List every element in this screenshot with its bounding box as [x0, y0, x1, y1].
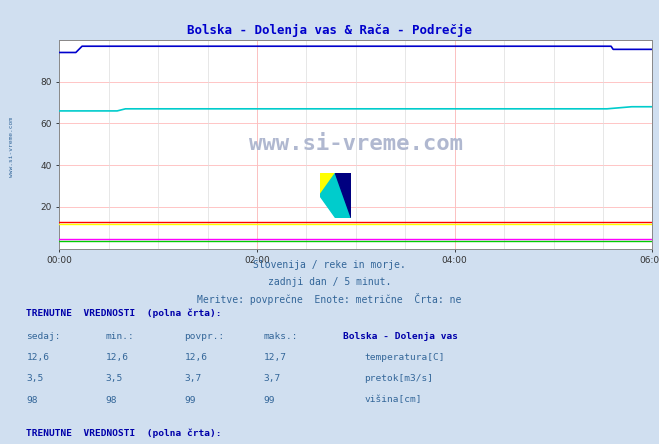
Text: 12,6: 12,6 — [26, 353, 49, 362]
Text: 12,6: 12,6 — [185, 353, 208, 362]
Text: 12,6: 12,6 — [105, 353, 129, 362]
Text: maks.:: maks.: — [264, 332, 298, 341]
Text: 3,5: 3,5 — [26, 374, 43, 383]
Polygon shape — [320, 173, 351, 218]
Text: 99: 99 — [185, 396, 196, 404]
Text: zadnji dan / 5 minut.: zadnji dan / 5 minut. — [268, 277, 391, 287]
Polygon shape — [335, 173, 351, 218]
Text: 3,7: 3,7 — [264, 374, 281, 383]
Text: temperatura[C]: temperatura[C] — [364, 353, 445, 362]
Text: TRENUTNE  VREDNOSTI  (polna črta):: TRENUTNE VREDNOSTI (polna črta): — [26, 429, 222, 438]
Text: min.:: min.: — [105, 332, 134, 341]
Text: višina[cm]: višina[cm] — [364, 396, 422, 404]
Text: Bolska - Dolenja vas: Bolska - Dolenja vas — [343, 332, 458, 341]
Text: sedaj:: sedaj: — [26, 332, 61, 341]
Text: 98: 98 — [105, 396, 117, 404]
Text: 99: 99 — [264, 396, 275, 404]
Text: TRENUTNE  VREDNOSTI  (polna črta):: TRENUTNE VREDNOSTI (polna črta): — [26, 309, 222, 318]
Polygon shape — [320, 173, 335, 195]
Text: Bolska - Dolenja vas & Rača - Podrečje: Bolska - Dolenja vas & Rača - Podrečje — [187, 24, 472, 37]
Text: Slovenija / reke in morje.: Slovenija / reke in morje. — [253, 260, 406, 270]
Text: pretok[m3/s]: pretok[m3/s] — [364, 374, 434, 383]
Text: 12,7: 12,7 — [264, 353, 287, 362]
Text: 3,7: 3,7 — [185, 374, 202, 383]
Text: www.si-vreme.com: www.si-vreme.com — [249, 134, 463, 155]
Text: 3,5: 3,5 — [105, 374, 123, 383]
Text: Meritve: povprečne  Enote: metrične  Črta: ne: Meritve: povprečne Enote: metrične Črta:… — [197, 293, 462, 305]
Text: 98: 98 — [26, 396, 38, 404]
Text: povpr.:: povpr.: — [185, 332, 225, 341]
Text: www.si-vreme.com: www.si-vreme.com — [9, 116, 14, 177]
